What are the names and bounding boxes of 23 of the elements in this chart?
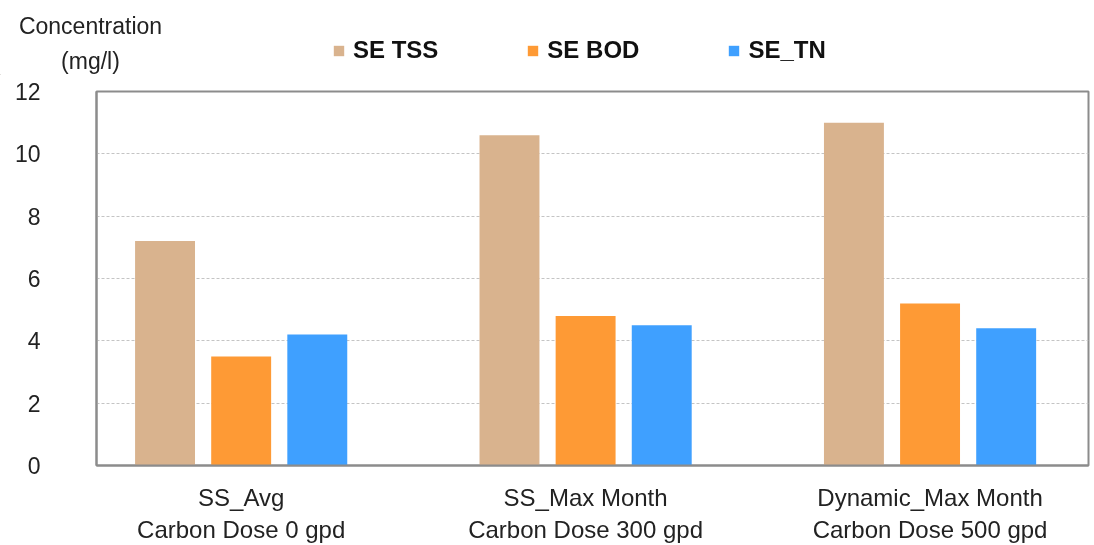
y-axis-title: Concentration (mg/l) xyxy=(18,12,163,74)
bar xyxy=(555,315,616,466)
bar xyxy=(976,328,1037,466)
y-tick-label: 10 xyxy=(14,141,41,168)
y-tick-label: 2 xyxy=(27,390,41,417)
bar xyxy=(823,122,884,466)
legend-label: SE BOD xyxy=(547,36,640,64)
bar xyxy=(287,334,348,466)
bar xyxy=(479,135,540,466)
x-tick-label: SS_Max Month Carbon Dose 300 gpd xyxy=(468,483,704,543)
bar xyxy=(900,303,961,466)
legend-label: SE TSS xyxy=(353,36,439,64)
y-tick-label: 0 xyxy=(27,453,41,479)
y-tick-label: 4 xyxy=(27,328,41,355)
x-tick-label: SS_Avg Carbon Dose 0 gpd xyxy=(137,483,346,543)
y-tick-label: 8 xyxy=(27,203,41,230)
y-tick-label: 6 xyxy=(27,266,41,292)
x-tick-label: Dynamic_Max Month Carbon Dose 500 gpd xyxy=(812,483,1048,543)
y-tick-label: 12 xyxy=(14,79,41,105)
bar xyxy=(631,325,692,466)
bar xyxy=(135,241,196,466)
legend-label: SE_TN xyxy=(748,36,826,64)
bar xyxy=(211,356,272,466)
